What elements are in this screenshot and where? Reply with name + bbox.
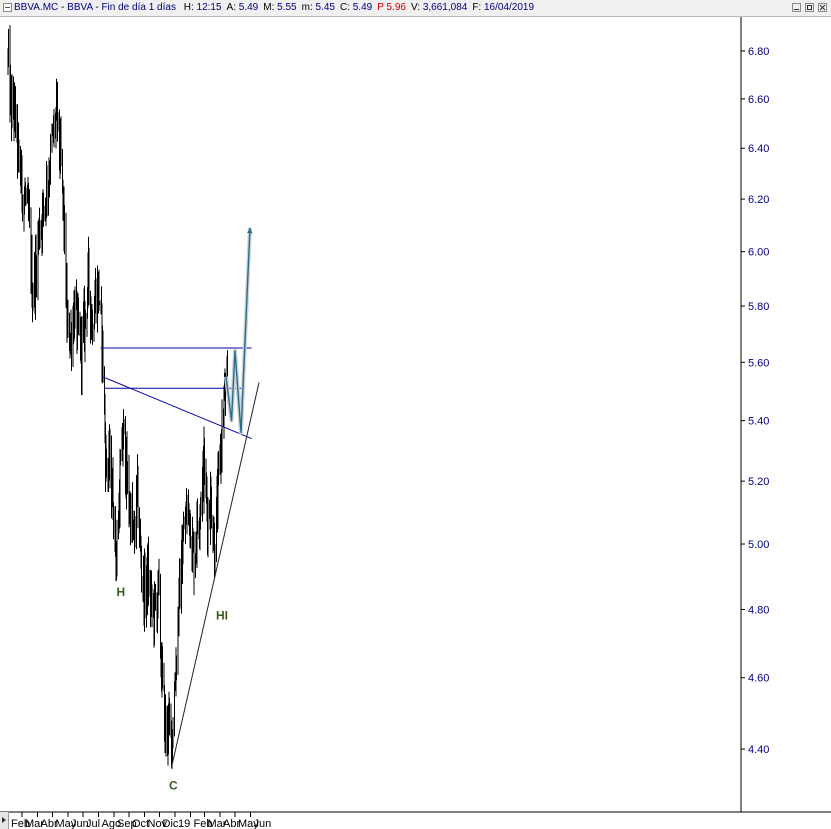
header-stats: H: 12:15 A: 5.49 M: 5.55 m: 5.45 C: 5.49 P 5.… (179, 2, 534, 13)
header-stat-value: 5.45 (312, 2, 335, 13)
x-tick-label: May (56, 818, 77, 829)
minimize-button[interactable] (792, 3, 801, 12)
x-tick-label: Feb (194, 818, 213, 829)
price-chart: 4.40 4.60 4.80 5.00 5.20 5.40 5.60 5.80 6.00 6.20… (0, 17, 831, 829)
x-tick-label: Mar (208, 818, 227, 829)
header-stat-value: 5.49 (236, 2, 259, 13)
y-tick-label: 6.80 (748, 46, 769, 58)
x-tick-label: Sep (117, 818, 137, 829)
x-tick-label: Jul (86, 818, 100, 829)
y-tick-label: 6.40 (748, 143, 769, 155)
header-stat: M: 5.55 (263, 2, 296, 13)
x-tick-label: 19 (178, 818, 190, 829)
y-tick-label: 4.40 (748, 744, 769, 756)
y-tick-label: 5.60 (748, 357, 769, 369)
header-stat-value: 12:15 (193, 2, 222, 13)
rising-trendline-line (171, 382, 260, 768)
header-stat: H: 12:15 (184, 2, 222, 13)
y-tick-label: 5.80 (748, 301, 769, 313)
chart-title-bar: BBVA.MC - BBVA - Fin de día 1 días H: 12… (0, 0, 831, 17)
header-stat-label: A: (226, 2, 236, 13)
header-stat-value: 3,661,084 (420, 2, 468, 13)
header-period: Fin de día 1 días (101, 2, 176, 13)
y-tick-label: 4.60 (748, 673, 769, 685)
header-stat: A: 5.49 (227, 2, 259, 13)
pattern-label: HI (216, 609, 228, 623)
chart-window-icon (3, 3, 12, 12)
y-tick-label: 5.20 (748, 476, 769, 488)
x-tick-label: Nov (148, 818, 168, 829)
x-tick-label: Mar (25, 818, 44, 829)
header-stat-value: 5.96 (383, 2, 406, 13)
projection-path (225, 227, 251, 434)
close-button[interactable] (818, 3, 827, 12)
header-stat: P 5.96 (377, 2, 406, 13)
header-symbol: BBVA.MC (14, 2, 59, 13)
chart-header-text: BBVA.MC - BBVA - Fin de día 1 días H: 12… (14, 2, 535, 13)
x-tick-label: Jun (71, 818, 89, 829)
pattern-label: C (169, 779, 178, 793)
scroll-left-button[interactable] (0, 812, 9, 829)
y-tick-label: 5.40 (748, 416, 769, 428)
x-tick-label: May (238, 818, 259, 829)
header-stat-label: M: (263, 2, 275, 13)
header-stat-label: V: (410, 2, 421, 13)
header-stat-label: C: (339, 2, 350, 13)
x-tick-label: Dic (163, 818, 179, 829)
header-stat: m: 5.45 (302, 2, 335, 13)
x-tick-label: Feb (11, 818, 30, 829)
header-stat-value: 5.55 (274, 2, 297, 13)
projection-arrowhead (247, 227, 253, 234)
y-tick-label: 6.20 (748, 194, 769, 206)
header-stat: C: 5.49 (340, 2, 372, 13)
header-stat-label: H: (183, 2, 194, 13)
x-tick-label: Ago (102, 818, 122, 829)
header-stat-label: F: (472, 2, 482, 13)
header-stat-label: m: (301, 2, 313, 13)
x-tick-label: Jun (254, 818, 272, 829)
y-tick-label: 5.00 (748, 539, 769, 551)
maximize-button[interactable] (805, 3, 814, 12)
y-tick-label: 4.80 (748, 604, 769, 616)
header-stat-value: 16/04/2019 (481, 2, 535, 13)
x-tick-label: Oct (132, 818, 149, 829)
header-stat: F: 16/04/2019 (472, 2, 534, 13)
pattern-label: H (117, 585, 126, 599)
header-stat: V: 3,661,084 (411, 2, 467, 13)
y-tick-label: 6.60 (748, 94, 769, 106)
header-stat-label: P (377, 2, 384, 13)
neckline-down-line (102, 376, 252, 440)
x-tick-label: Abr (223, 818, 240, 829)
header-name: BBVA (67, 2, 93, 13)
x-tick-label: Abr (41, 818, 58, 829)
y-tick-label: 6.00 (748, 247, 769, 259)
header-stat-value: 5.49 (349, 2, 373, 13)
